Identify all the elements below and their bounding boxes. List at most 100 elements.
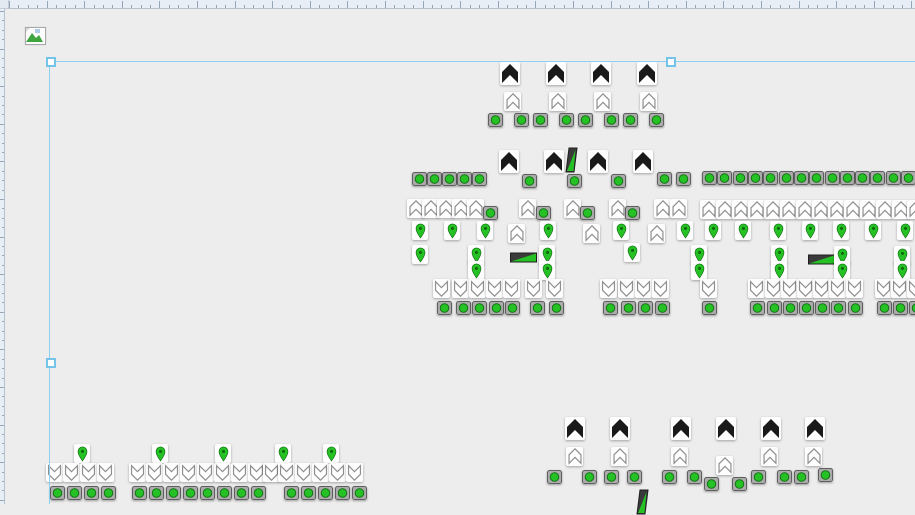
- led-icon[interactable]: [818, 468, 833, 482]
- chevron-up-black-icon[interactable]: [544, 150, 564, 173]
- tank-level-vertical-icon[interactable]: [636, 489, 649, 515]
- chevron-up-white-icon[interactable]: [670, 199, 687, 218]
- selection-handle[interactable]: [666, 57, 676, 67]
- pin-icon[interactable]: [412, 245, 428, 264]
- chevron-down-white-icon[interactable]: [197, 463, 214, 482]
- led-icon[interactable]: [580, 206, 595, 220]
- led-icon[interactable]: [783, 301, 798, 315]
- pin-icon[interactable]: [323, 444, 339, 463]
- led-icon[interactable]: [166, 486, 181, 500]
- led-icon[interactable]: [335, 486, 350, 500]
- led-icon[interactable]: [284, 486, 299, 500]
- led-icon[interactable]: [870, 171, 885, 185]
- led-icon[interactable]: [50, 486, 65, 500]
- led-icon[interactable]: [815, 301, 830, 315]
- pin-icon[interactable]: [468, 261, 484, 280]
- led-icon[interactable]: [318, 486, 333, 500]
- chevron-up-white-icon[interactable]: [805, 447, 822, 466]
- chevron-down-white-icon[interactable]: [312, 463, 329, 482]
- chevron-up-black-icon[interactable]: [500, 62, 520, 85]
- chevron-down-white-icon[interactable]: [797, 279, 814, 298]
- led-icon[interactable]: [67, 486, 82, 500]
- chevron-down-white-icon[interactable]: [781, 279, 798, 298]
- led-icon[interactable]: [748, 171, 763, 185]
- led-icon[interactable]: [732, 477, 747, 491]
- chevron-down-white-icon[interactable]: [80, 463, 97, 482]
- led-icon[interactable]: [437, 301, 452, 315]
- chevron-down-white-icon[interactable]: [600, 279, 617, 298]
- led-icon[interactable]: [809, 171, 824, 185]
- pin-icon[interactable]: [735, 221, 751, 240]
- pin-icon[interactable]: [834, 261, 850, 280]
- chevron-up-white-icon[interactable]: [796, 200, 813, 219]
- chevron-up-white-icon[interactable]: [716, 456, 733, 475]
- led-icon[interactable]: [604, 113, 619, 127]
- chevron-up-white-icon[interactable]: [812, 200, 829, 219]
- led-icon[interactable]: [457, 172, 472, 186]
- pin-icon[interactable]: [624, 243, 640, 262]
- chevron-down-white-icon[interactable]: [329, 463, 346, 482]
- chevron-up-white-icon[interactable]: [594, 92, 611, 111]
- chevron-up-white-icon[interactable]: [671, 447, 688, 466]
- chevron-down-white-icon[interactable]: [891, 279, 908, 298]
- led-icon[interactable]: [505, 301, 520, 315]
- level-gauge-horizontal-icon[interactable]: [808, 254, 835, 265]
- chevron-up-white-icon[interactable]: [860, 200, 877, 219]
- led-icon[interactable]: [886, 171, 901, 185]
- chevron-down-white-icon[interactable]: [129, 463, 146, 482]
- chevron-down-white-icon[interactable]: [163, 463, 180, 482]
- led-icon[interactable]: [763, 171, 778, 185]
- chevron-down-white-icon[interactable]: [452, 279, 469, 298]
- led-icon[interactable]: [456, 301, 471, 315]
- led-icon[interactable]: [638, 301, 653, 315]
- chevron-up-white-icon[interactable]: [700, 200, 717, 219]
- chevron-up-black-icon[interactable]: [565, 417, 585, 440]
- led-icon[interactable]: [533, 113, 548, 127]
- pin-icon[interactable]: [894, 261, 910, 280]
- led-icon[interactable]: [777, 470, 792, 484]
- led-icon[interactable]: [578, 113, 593, 127]
- chevron-down-white-icon[interactable]: [295, 463, 312, 482]
- chevron-up-black-icon[interactable]: [633, 150, 653, 173]
- led-icon[interactable]: [909, 301, 915, 315]
- selection-handle[interactable]: [46, 358, 56, 368]
- chevron-down-white-icon[interactable]: [748, 279, 765, 298]
- led-icon[interactable]: [352, 486, 367, 500]
- led-icon[interactable]: [442, 172, 457, 186]
- led-icon[interactable]: [767, 301, 782, 315]
- led-icon[interactable]: [522, 174, 537, 188]
- led-icon[interactable]: [101, 486, 116, 500]
- chevron-up-black-icon[interactable]: [499, 150, 519, 173]
- led-icon[interactable]: [603, 301, 618, 315]
- chevron-down-white-icon[interactable]: [907, 279, 915, 298]
- led-icon[interactable]: [649, 113, 664, 127]
- led-icon[interactable]: [567, 174, 582, 188]
- chevron-down-white-icon[interactable]: [525, 279, 542, 298]
- pin-icon[interactable]: [677, 221, 693, 240]
- pin-icon[interactable]: [477, 221, 493, 240]
- led-icon[interactable]: [183, 486, 198, 500]
- chevron-down-white-icon[interactable]: [765, 279, 782, 298]
- chevron-down-white-icon[interactable]: [346, 463, 363, 482]
- led-icon[interactable]: [662, 470, 677, 484]
- led-icon[interactable]: [831, 301, 846, 315]
- chevron-up-white-icon[interactable]: [583, 224, 600, 243]
- chevron-down-white-icon[interactable]: [486, 279, 503, 298]
- chevron-up-black-icon[interactable]: [637, 62, 657, 85]
- chevron-up-black-icon[interactable]: [805, 417, 825, 440]
- chevron-down-white-icon[interactable]: [846, 279, 863, 298]
- chevron-up-white-icon[interactable]: [508, 224, 525, 243]
- chevron-down-white-icon[interactable]: [278, 463, 295, 482]
- chevron-up-black-icon[interactable]: [546, 62, 566, 85]
- led-icon[interactable]: [472, 172, 487, 186]
- chevron-up-white-icon[interactable]: [566, 447, 583, 466]
- pin-icon[interactable]: [770, 221, 786, 240]
- pin-icon[interactable]: [539, 261, 555, 280]
- chevron-up-white-icon[interactable]: [549, 92, 566, 111]
- chevron-up-white-icon[interactable]: [609, 199, 626, 218]
- chevron-down-white-icon[interactable]: [503, 279, 520, 298]
- led-icon[interactable]: [657, 172, 672, 186]
- chevron-down-white-icon[interactable]: [829, 279, 846, 298]
- broken-image-icon[interactable]: [25, 27, 46, 45]
- led-icon[interactable]: [704, 477, 719, 491]
